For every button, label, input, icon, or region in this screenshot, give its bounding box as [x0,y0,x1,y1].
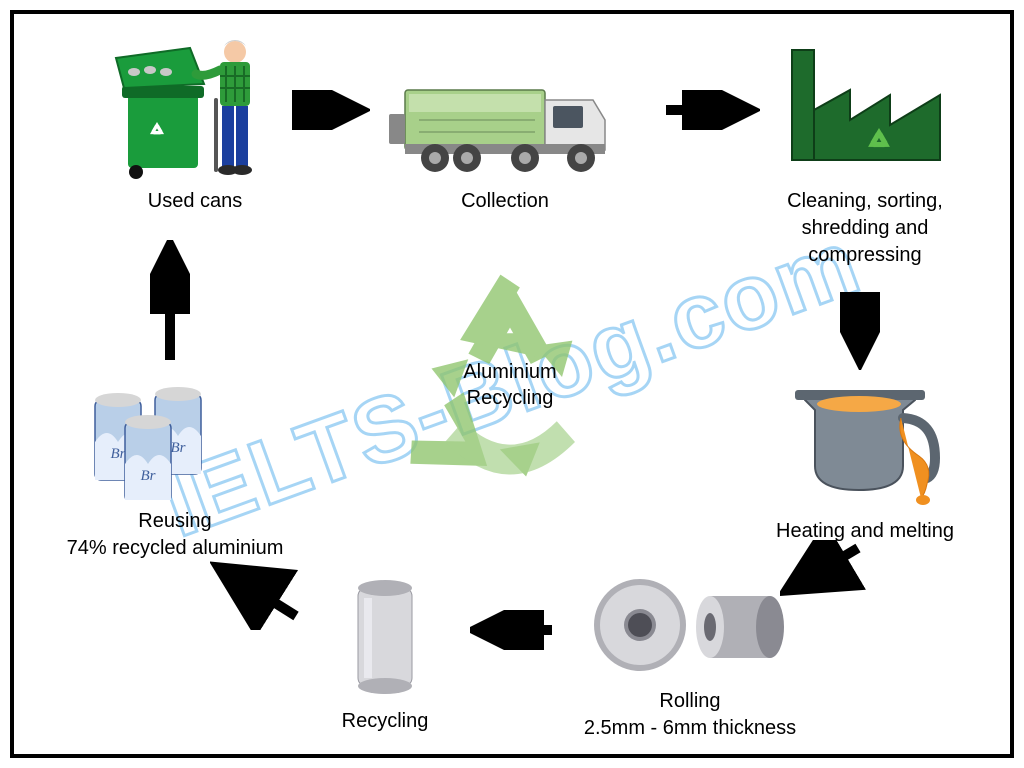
crucible-icon [775,370,955,510]
node-cleaning: Cleaning, sorting, shredding and compres… [760,40,970,269]
plain-can-icon [330,570,440,700]
node-collection: Collection [365,70,645,215]
truck-icon [375,70,635,180]
node-used-cans: Used cans [100,30,290,215]
used-cans-icon [110,30,280,180]
node-recycling: Recycling [310,570,460,735]
drink-cans-icon: Br Br Br [85,380,265,500]
arrow-7 [150,240,190,370]
label-reusing: Reusing 74% recycled aluminium [67,508,284,562]
arrow-6 [210,560,310,630]
svg-text:Br: Br [171,440,186,456]
label-rolling: Rolling 2.5mm - 6mm thickness [584,688,796,742]
factory-icon [770,40,960,180]
svg-text:Br: Br [111,446,126,462]
arrow-3 [840,290,880,370]
arrow-1 [290,90,370,130]
arrow-4 [780,540,870,600]
arrow-5 [470,610,560,650]
label-collection: Collection [461,188,549,215]
rolls-icon [580,570,800,680]
svg-text:Br: Br [141,468,156,484]
node-heating: Heating and melting [760,370,970,545]
center-recycle-symbol: Aluminium Recycling [380,260,640,520]
center-title: Aluminium Recycling [463,359,556,411]
center-title-line2: Recycling [467,387,554,409]
label-cleaning: Cleaning, sorting, shredding and compres… [787,188,943,269]
arrow-2 [660,90,760,130]
node-reusing: Br Br Br Reusing 74% recycled aluminium [50,380,300,562]
label-used-cans: Used cans [148,188,243,215]
center-title-line1: Aluminium [463,361,556,383]
label-recycling: Recycling [342,708,429,735]
